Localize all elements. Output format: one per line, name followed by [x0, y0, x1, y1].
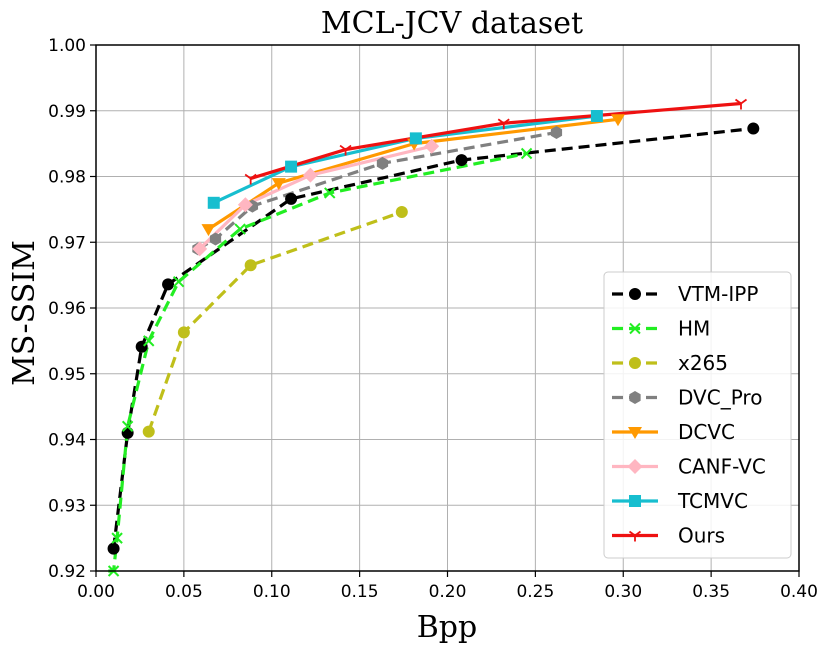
legend-label: VTM-IPP: [678, 282, 758, 306]
data-point-vtm-ipp: [455, 154, 468, 167]
series-markers: [107, 98, 760, 577]
data-point-canf-vc: [237, 197, 253, 213]
data-point-hm: [143, 335, 155, 347]
data-point-canf-vc: [424, 138, 440, 154]
data-point-vtm-ipp: [285, 192, 298, 205]
data-point-x265: [244, 259, 257, 272]
x-tick-label: 0.40: [780, 582, 818, 602]
legend-marker: [629, 391, 641, 404]
data-point-tcmvc: [409, 132, 422, 145]
y-tick-label: 0.99: [48, 102, 86, 122]
series-line-canf-vc: [198, 144, 433, 250]
series-line-x265: [147, 210, 403, 433]
data-point-dvc-pro: [376, 156, 389, 170]
data-point-hm: [234, 223, 246, 235]
x-tick-label: 0.30: [604, 582, 642, 602]
x-tick-label: 0.20: [429, 582, 467, 602]
legend-frame: [603, 271, 792, 559]
data-point-x265: [395, 206, 408, 219]
chart-title: MCL-JCV dataset: [321, 6, 583, 41]
data-point-hm: [520, 147, 533, 160]
data-point-vtm-ipp: [107, 542, 120, 555]
data-point-dvc-pro: [550, 125, 563, 139]
legend-item-x265: x265: [612, 351, 728, 375]
y-tick-label: 0.93: [48, 496, 86, 516]
data-point-ours: [497, 118, 510, 130]
legend-marker: [628, 427, 642, 439]
data-point-dcvc: [201, 224, 216, 237]
data-point-hm: [172, 275, 185, 288]
legend-label: Ours: [678, 524, 725, 548]
data-point-hm: [324, 187, 336, 199]
y-tick-label: 0.94: [48, 431, 86, 451]
legend-item-canf-vc: CANF-VC: [612, 455, 766, 479]
x-tick-label: 0.35: [692, 582, 730, 602]
legend-label: DVC_Pro: [678, 386, 762, 410]
data-point-ours: [339, 144, 352, 156]
data-point-canf-vc: [192, 241, 208, 257]
legend-item-ours: Ours: [612, 524, 725, 548]
data-point-vtm-ipp: [747, 122, 760, 135]
data-point-vtm-ipp: [121, 426, 134, 439]
legend-label: CANF-VC: [678, 455, 766, 479]
y-tick-label: 0.95: [48, 365, 86, 385]
legend-label: x265: [678, 351, 728, 375]
data-point-x265: [177, 326, 190, 339]
data-point-dcvc: [610, 114, 625, 127]
legend-marker: [629, 288, 641, 300]
legend-item-dvc-pro: DVC_Pro: [612, 386, 762, 410]
x-axis-label: Bpp: [417, 610, 477, 645]
series-line-dvc-pro: [197, 130, 557, 251]
legend-label: TCMVC: [677, 489, 748, 513]
x-tick-label: 0.10: [253, 582, 291, 602]
data-point-dvc-pro: [209, 232, 222, 246]
data-point-tcmvc: [590, 110, 603, 123]
legend-item-tcmvc: TCMVC: [612, 489, 748, 513]
data-point-canf-vc: [302, 167, 318, 183]
data-point-ours: [734, 98, 748, 110]
series-line-tcmvc: [213, 114, 598, 205]
legend-marker: [628, 530, 642, 542]
legend-marker: [629, 357, 641, 369]
data-point-vtm-ipp: [162, 278, 175, 291]
y-axis-label: MS-SSIM: [7, 240, 42, 386]
x-tick-label: 0.00: [77, 582, 115, 602]
data-point-tcmvc: [207, 196, 220, 209]
data-point-dcvc: [271, 178, 286, 191]
y-tick-label: 0.97: [48, 233, 86, 253]
legend-item-dcvc: DCVC: [612, 420, 735, 444]
legend-marker: [629, 495, 641, 507]
y-tick-label: 0.96: [48, 299, 86, 319]
y-tick-label: 0.98: [48, 168, 86, 188]
x-tick-label: 0.25: [516, 582, 554, 602]
legend-marker: [629, 322, 641, 335]
x-tick-label: 0.15: [341, 582, 379, 602]
data-point-hm: [111, 532, 123, 544]
axis-ticks: 0.00 0.05 0.10 0.15 0.20 0.25 0.30 0.35 0.40 0.92…: [48, 36, 818, 602]
legend-item-hm: HM: [612, 317, 710, 341]
legend-item-vtm-ipp: VTM-IPP: [612, 282, 758, 306]
series-line-ours: [250, 101, 742, 181]
legend-marker: [627, 459, 643, 474]
series-line-hm: [108, 151, 527, 573]
legend-label: DCVC: [678, 420, 735, 444]
y-tick-label: 0.92: [48, 562, 86, 582]
data-point-x265: [142, 425, 155, 438]
x-tick-label: 0.05: [165, 582, 203, 602]
data-point-tcmvc: [285, 160, 298, 173]
legend-label: HM: [678, 317, 710, 341]
data-point-hm: [121, 420, 134, 433]
legend: VTM-IPP HM x265 DVC_Pro DCVC CANF-VC TCMVC Ours: [603, 271, 792, 559]
data-point-ours: [244, 173, 257, 185]
y-tick-label: 1.00: [48, 36, 86, 56]
